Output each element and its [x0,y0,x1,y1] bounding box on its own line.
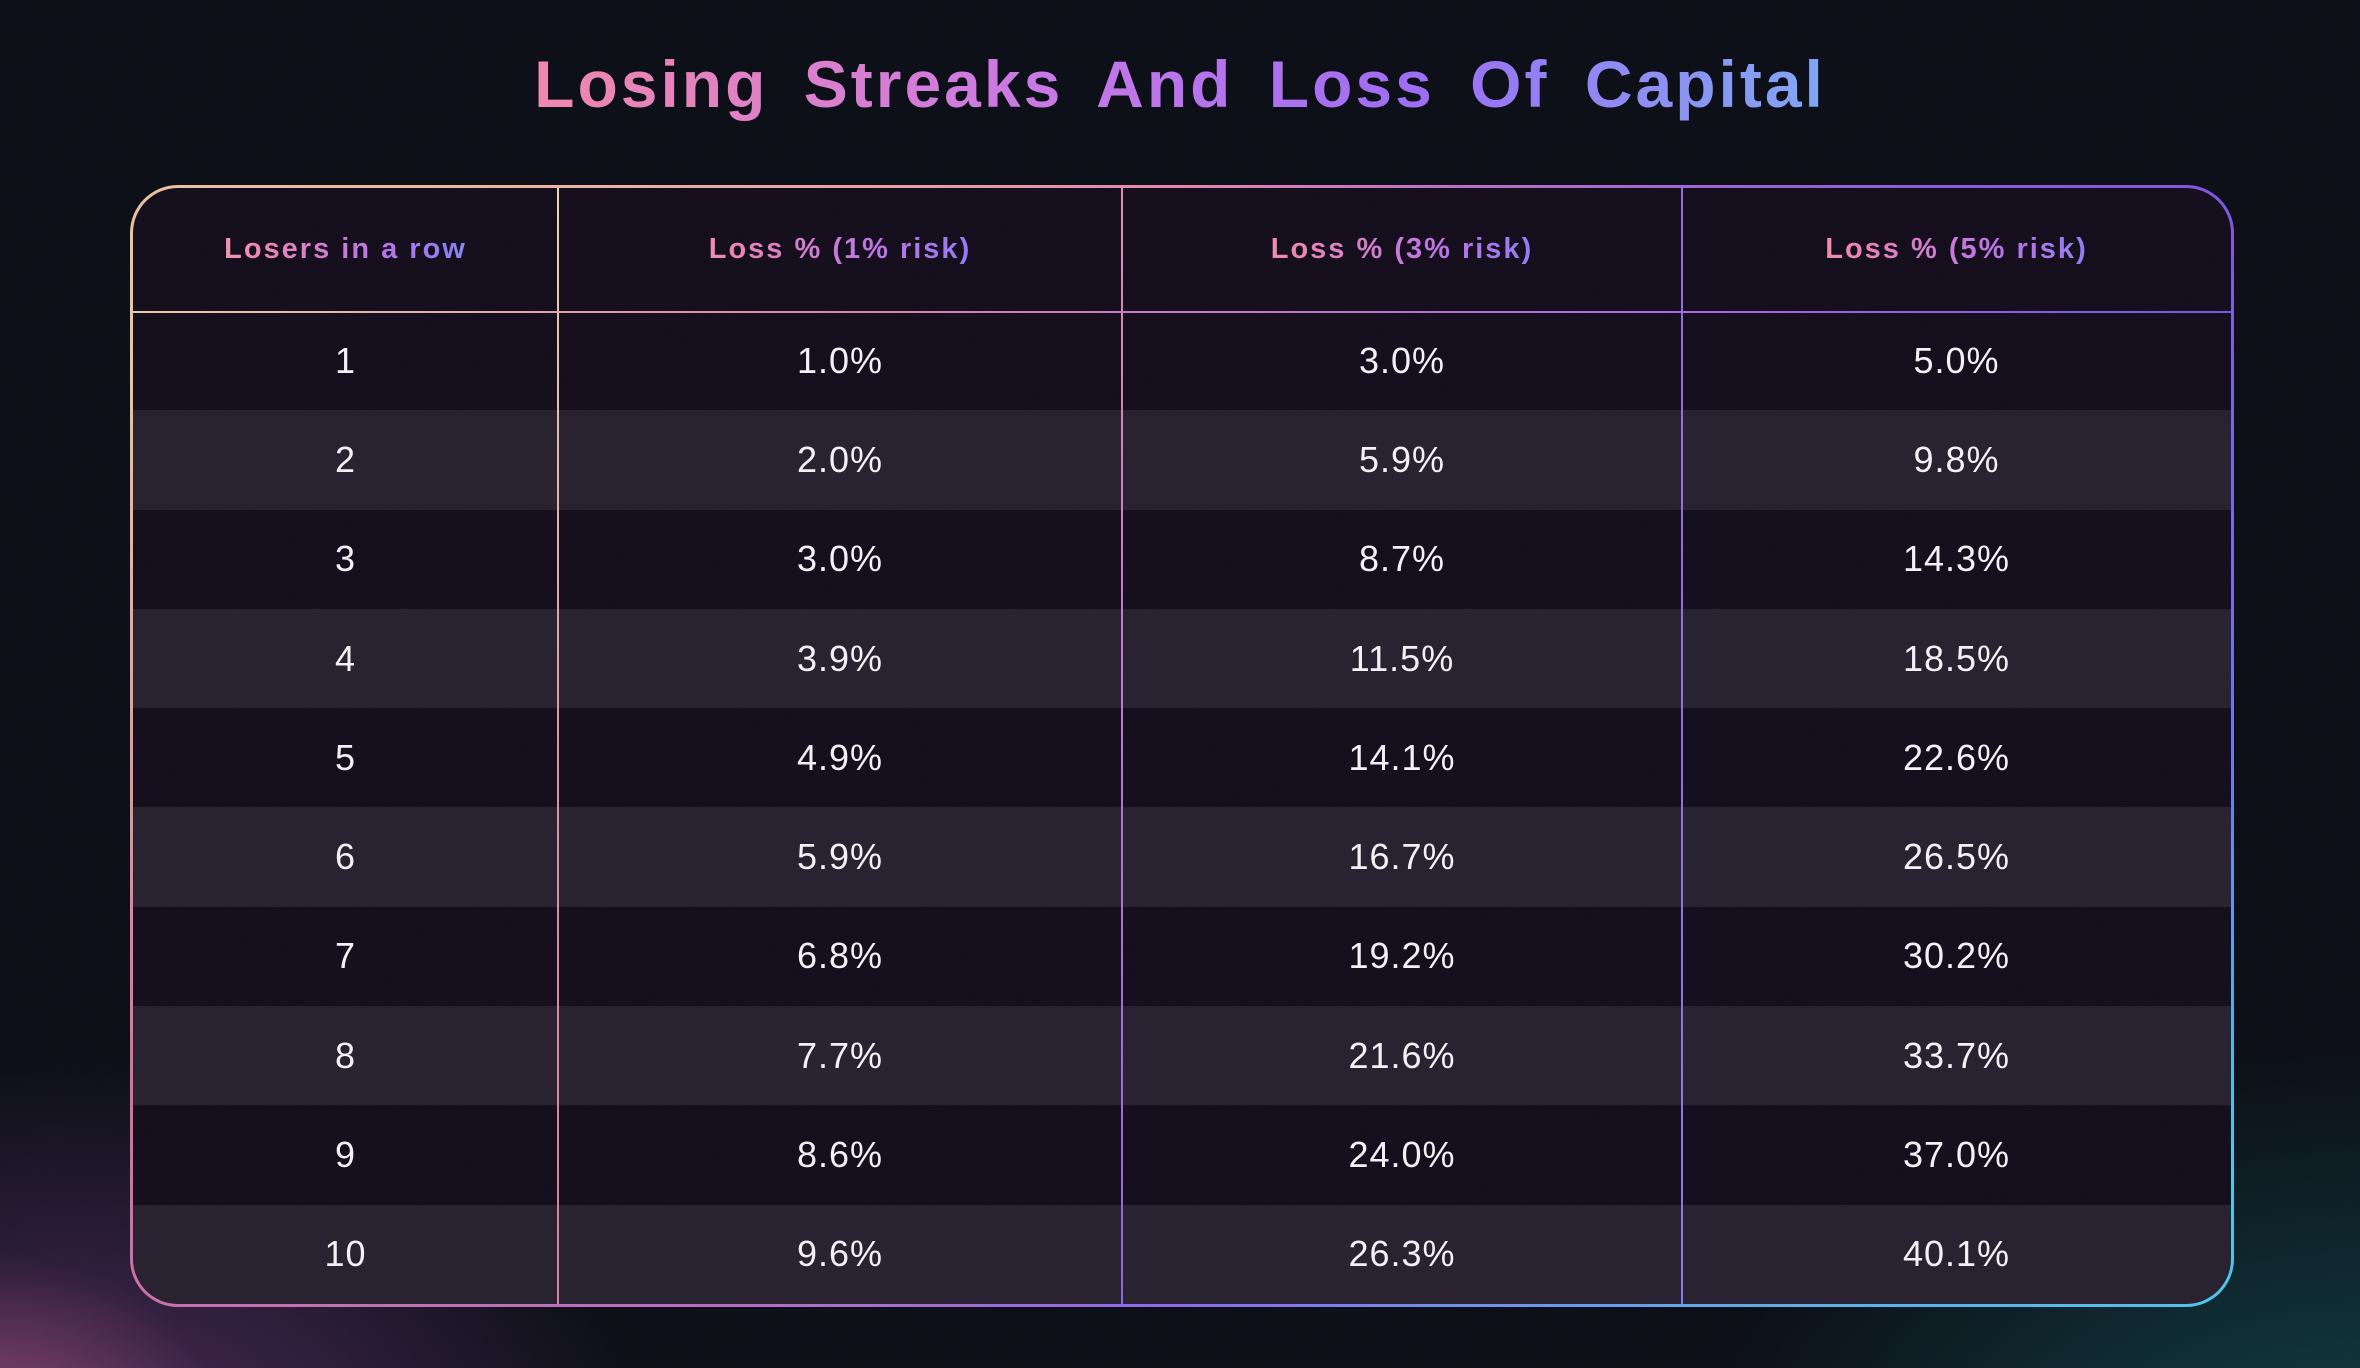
loss-3pct-cell: 11.5% [1349,637,1455,679]
table-row: 2 2.0% 5.9% 9.8% [133,410,2231,510]
loss-1pct-cell: 9.6% [796,1233,884,1275]
column-divider-3 [1681,188,1683,1304]
column-divider-1 [557,188,559,1304]
loss-3pct-cell: 8.7% [1358,538,1446,580]
losers-in-a-row-cell: 9 [334,1134,357,1176]
table-row: 4 3.9% 11.5% 18.5% [133,608,2231,709]
table-row: 3 3.0% 8.7% 14.3% [133,510,2231,609]
loss-3pct-cell: 14.1% [1348,736,1456,778]
losers-in-a-row-cell: 3 [334,538,357,580]
loss-5pct-cell: 22.6% [1902,736,2011,778]
table-row: 1 1.0% 3.0% 5.0% [133,311,2231,410]
losers-in-a-row-cell: 2 [334,438,357,480]
loss-3pct-cell: 5.9% [1358,438,1446,480]
loss-5pct-cell: 5.0% [1913,339,2000,381]
loss-1pct-cell: 6.8% [796,935,884,977]
loss-5pct-cell: 33.7% [1902,1034,2011,1076]
losers-in-a-row-cell: 8 [334,1034,357,1076]
loss-1pct-cell: 3.9% [796,637,884,679]
loss-5pct-cell: 26.5% [1902,836,2011,878]
loss-3pct-cell: 16.7% [1348,836,1456,878]
loss-5pct-cell: 30.2% [1902,935,2011,977]
table-row: 10 9.6% 26.3% 40.1% [133,1204,2231,1304]
loss-1pct-cell: 7.7% [796,1034,884,1076]
losers-in-a-row-cell: 6 [334,836,357,878]
table-row: 8 7.7% 21.6% 33.7% [133,1006,2231,1106]
loss-5pct-cell: 14.3% [1902,538,2011,580]
page-title: Losing Streaks And Loss Of Capital [0,46,2360,122]
loss-1pct-cell: 3.0% [796,538,884,580]
losers-in-a-row-cell: 4 [334,637,357,679]
loss-5pct-cell: 37.0% [1902,1134,2011,1176]
table-row: 7 6.8% 19.2% 30.2% [133,907,2231,1006]
loss-5pct-cell: 18.5% [1902,637,2011,679]
loss-3pct-cell: 19.2% [1348,935,1456,977]
loss-1pct-cell: 2.0% [796,438,884,480]
loss-1pct-cell: 5.9% [796,836,884,878]
loss-1pct-cell: 8.6% [796,1134,884,1176]
table-row: 9 8.6% 24.0% 37.0% [133,1105,2231,1204]
loss-1pct-cell: 4.9% [796,736,884,778]
losers-in-a-row-cell: 7 [334,935,357,977]
losers-in-a-row-cell: 10 [324,1233,367,1275]
column-header-loss-3pct-risk: Loss % (3% risk) [1122,188,1682,311]
column-header-loss-5pct-risk: Loss % (5% risk) [1682,188,2231,311]
column-divider-2 [1121,188,1123,1304]
loss-3pct-cell: 26.3% [1348,1233,1456,1275]
losers-in-a-row-cell: 1 [334,339,357,381]
table-card: Losers in a row Loss % (1% risk) Loss % … [130,185,2234,1307]
table-row: 5 4.9% 14.1% 22.6% [133,708,2231,807]
loss-3pct-cell: 21.6% [1348,1034,1456,1076]
loss-3pct-cell: 3.0% [1358,339,1446,381]
loss-5pct-cell: 9.8% [1913,438,2000,480]
table-body: 1 1.0% 3.0% 5.0% 2 2.0% 5.9% 9.8% 3 3.0% 8.7% 14.3%… [133,311,2231,1304]
table: Losers in a row Loss % (1% risk) Loss % … [133,188,2231,1304]
column-header-loss-1pct-risk: Loss % (1% risk) [558,188,1122,311]
table-row: 6 5.9% 16.7% 26.5% [133,807,2231,907]
losers-in-a-row-cell: 5 [334,736,357,778]
loss-5pct-cell: 40.1% [1902,1233,2011,1275]
header-separator [133,311,2231,313]
column-header-losers-in-a-row: Losers in a row [133,188,558,311]
loss-1pct-cell: 1.0% [796,339,884,381]
table-header-row: Losers in a row Loss % (1% risk) Loss % … [133,188,2231,311]
loss-3pct-cell: 24.0% [1348,1134,1456,1176]
